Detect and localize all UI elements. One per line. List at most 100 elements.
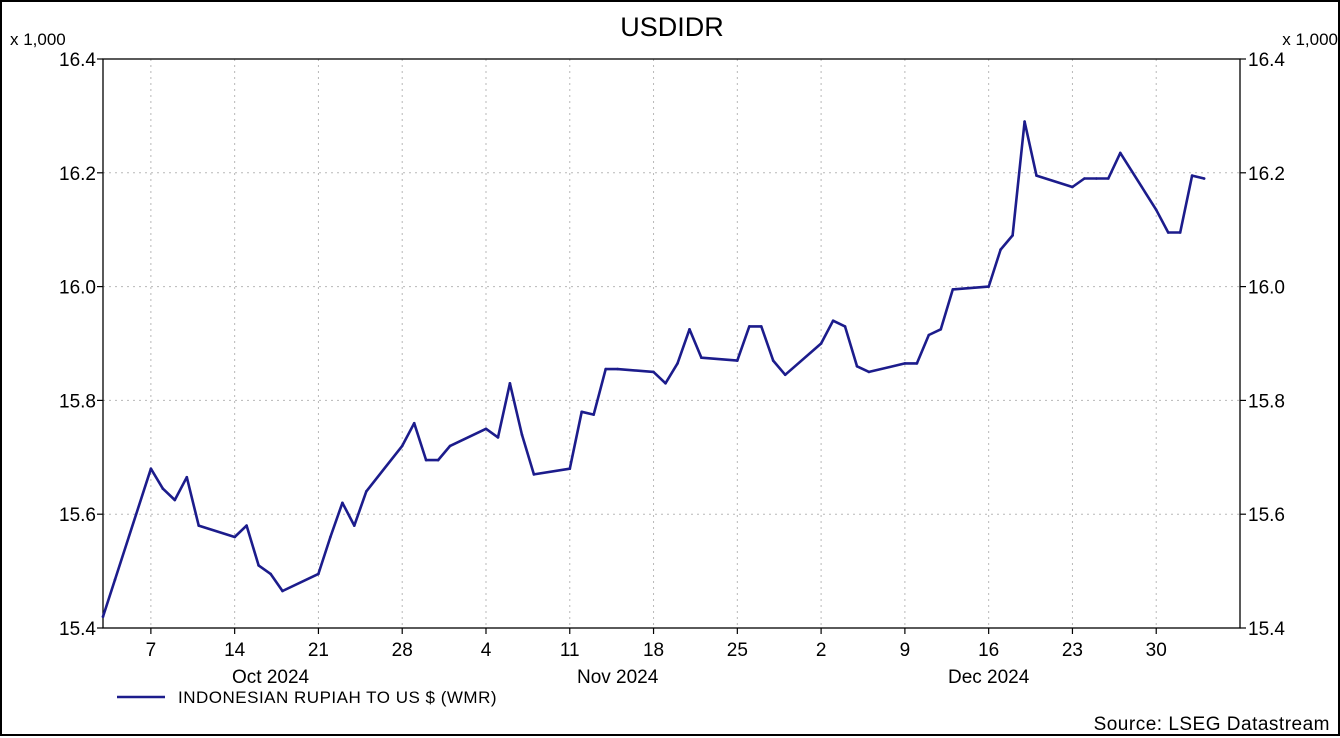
data-point (819, 342, 823, 345)
x-tick-label: 18 (643, 640, 664, 661)
chart-title: USDIDR (620, 12, 724, 42)
data-point (927, 333, 931, 337)
series-layer (101, 120, 1206, 618)
x-month-label: Dec 2024 (948, 667, 1030, 688)
y-tick-label-right: 16.2 (1248, 164, 1285, 185)
x-tick-label: 21 (308, 640, 329, 661)
x-month-label: Nov 2024 (577, 667, 659, 688)
y-multiplier-right: x 1,000 (1282, 30, 1338, 49)
x-tick-label: 23 (1062, 640, 1083, 661)
data-point (1023, 120, 1026, 123)
series-line (101, 120, 1206, 618)
data-point (855, 365, 859, 368)
y-tick-label-right: 16.4 (1248, 50, 1285, 71)
data-point (1166, 231, 1170, 234)
axes: 15.4 15.4 15.6 15.6 15.8 15.8 16.0 16.0 16.2 16.2… (59, 50, 1285, 688)
x-tick-label: 25 (727, 640, 748, 661)
data-point (424, 458, 428, 462)
data-point (664, 382, 667, 385)
legend: INDONESIAN RUPIAH TO US $ (WMR) (117, 688, 497, 707)
y-tick-label-right: 16.0 (1248, 278, 1285, 299)
data-point (867, 370, 871, 374)
data-point (532, 473, 536, 476)
data-point (1011, 234, 1014, 237)
x-tick-label: 2 (816, 640, 827, 661)
y-tick-label-left: 15.4 (59, 619, 96, 640)
x-tick-label: 16 (978, 640, 999, 661)
y-tick-label-left: 15.6 (59, 505, 96, 526)
data-point (987, 285, 990, 288)
data-point (329, 535, 332, 539)
data-point (269, 572, 272, 576)
y-tick-label-left: 16.4 (59, 50, 96, 71)
grid (103, 59, 1240, 628)
data-point (436, 458, 440, 462)
data-point (1083, 177, 1086, 180)
data-point (604, 367, 607, 371)
x-tick-label: 28 (392, 640, 413, 661)
y-tick-label-right: 15.8 (1248, 391, 1285, 412)
data-point (999, 248, 1002, 251)
data-point (508, 382, 512, 385)
data-point (843, 325, 847, 328)
x-tick-label: 14 (224, 640, 246, 661)
data-point (1178, 231, 1182, 234)
data-point (616, 367, 619, 371)
data-point (245, 524, 248, 527)
data-point (1095, 177, 1098, 180)
data-point (484, 427, 488, 431)
data-point (353, 524, 356, 527)
data-point (1190, 174, 1194, 177)
data-point (400, 444, 404, 448)
data-point (700, 356, 703, 360)
data-point (939, 328, 943, 331)
data-point (365, 490, 368, 493)
data-point (1035, 174, 1038, 177)
data-point (676, 362, 679, 365)
data-point (149, 467, 153, 471)
data-point (281, 589, 284, 593)
plot-area (102, 58, 1241, 629)
x-tick-label: 9 (900, 640, 911, 661)
data-point (173, 498, 177, 502)
data-point (185, 475, 189, 479)
data-point (113, 578, 117, 581)
y-tick-label-left: 16.2 (59, 164, 96, 185)
x-tick-label: 7 (146, 640, 157, 661)
data-point (771, 359, 775, 362)
data-point (101, 615, 105, 618)
data-point (448, 444, 452, 448)
data-point (580, 410, 583, 414)
data-point (317, 572, 320, 576)
source-note: Source: LSEG Datastream (1094, 714, 1330, 735)
data-point (1119, 151, 1122, 155)
data-point (736, 359, 739, 362)
x-tick-label: 30 (1146, 640, 1167, 661)
data-point (652, 370, 655, 374)
data-point (1071, 185, 1074, 189)
data-point (233, 535, 236, 539)
data-point (341, 501, 344, 505)
data-point (688, 328, 691, 331)
data-point (1154, 208, 1158, 212)
data-point (783, 373, 787, 377)
data-point (592, 413, 595, 416)
y-tick-label-right: 15.4 (1248, 619, 1285, 640)
data-point (496, 436, 500, 439)
data-point (760, 325, 763, 328)
data-point (568, 467, 572, 471)
data-point (951, 288, 955, 291)
data-point (257, 564, 260, 567)
data-point (903, 362, 907, 365)
x-tick-label: 11 (560, 640, 580, 661)
y-tick-label-left: 15.8 (59, 391, 96, 412)
data-point (161, 487, 165, 490)
data-point (1107, 177, 1110, 180)
y-tick-label-right: 15.6 (1248, 505, 1285, 526)
data-point (831, 319, 835, 323)
x-tick-label: 4 (481, 640, 492, 661)
data-point (520, 433, 524, 436)
data-point (915, 362, 919, 365)
